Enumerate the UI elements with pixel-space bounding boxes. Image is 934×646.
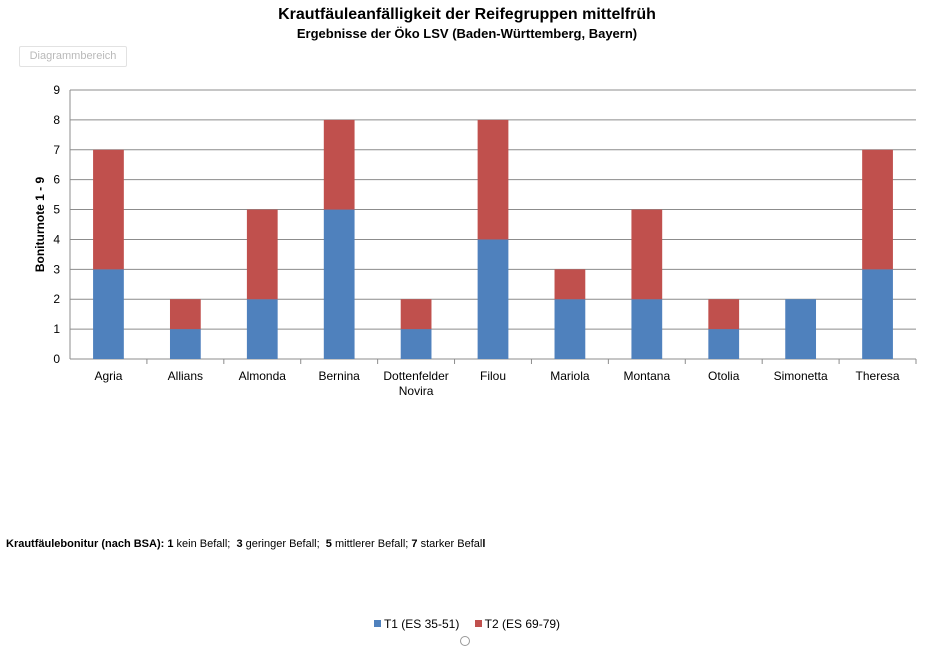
y-tick-label: 0 (53, 352, 60, 366)
chart-subtitle: Ergebnisse der Öko LSV (Baden-Württember… (0, 26, 934, 41)
x-tick-label: Allians (168, 369, 203, 383)
legend-item-t2[interactable]: T2 (ES 69-79) (474, 616, 561, 631)
rating-note-text: starker Befal (420, 538, 483, 550)
bar-segment-t1 (554, 299, 586, 359)
x-tick-label: Dottenfelder (383, 369, 448, 383)
chart-area-label[interactable]: Diagrammbereich (19, 46, 127, 67)
x-tick-label: Montana (623, 369, 670, 383)
bar-segment-t2 (862, 149, 893, 270)
chart-legend: T1 (ES 35-51) T2 (ES 69-79) (0, 616, 934, 631)
y-tick-label: 9 (53, 83, 60, 97)
rating-note-text: geringer Befall; (245, 538, 320, 550)
legend-label-t2: T2 (ES 69-79) (484, 616, 561, 631)
bar-segment-t2 (169, 299, 201, 330)
rating-note-tail: l (482, 538, 486, 550)
y-tick-label: 7 (53, 143, 60, 157)
bar-segment-t1 (477, 239, 509, 359)
bar-chart: 0 1 2 3 4 5 6 7 8 9 Boniturnote 1 - 9 Agria Allians A… (33, 83, 917, 398)
legend-swatch-t2 (474, 620, 482, 627)
bar-segment-t2 (554, 269, 586, 300)
rating-note-text: mittlerer Befall; (334, 538, 409, 550)
bar-segment-t2 (400, 299, 432, 330)
x-tick-label: Simonetta (774, 369, 828, 383)
y-axis-title: Boniturnote 1 - 9 (33, 177, 47, 273)
bar-segment-t1 (400, 329, 432, 359)
bar-segment-t2 (708, 299, 740, 330)
rating-note-text: kein Befall; (176, 538, 231, 550)
bar-segment-t1 (323, 209, 355, 359)
y-tick-label: 6 (53, 173, 60, 187)
bar-segment-t1 (862, 269, 893, 359)
rating-note: Krautfäulebonitur (nach BSA): 1 kein Bef… (6, 538, 485, 550)
bar-segment-t2 (477, 119, 509, 240)
bar-segment-t1 (708, 329, 740, 359)
x-tick-label: Filou (480, 369, 506, 383)
bar-segment-t1 (785, 299, 817, 359)
y-tick-label: 8 (53, 113, 60, 127)
x-tick-label: Theresa (856, 369, 900, 383)
rating-note-num: 1 (167, 538, 174, 550)
x-tick-label: Otolia (708, 369, 740, 383)
legend-swatch-t1 (373, 620, 381, 627)
y-tick-label: 5 (53, 203, 60, 217)
y-tick-label: 4 (53, 232, 60, 246)
resize-handle[interactable] (460, 636, 470, 646)
y-tick-label: 1 (53, 322, 60, 336)
bar-segment-t1 (246, 299, 278, 359)
rating-note-lead: Krautfäulebonitur (nach BSA): (6, 538, 165, 550)
y-tick-label: 2 (53, 292, 60, 306)
bar-segment-t2 (246, 209, 278, 300)
x-tick-label: Agria (94, 369, 122, 383)
y-tick-label: 3 (53, 262, 60, 276)
chart-subtitle-text: Ergebnisse der Öko LSV (Baden-Württember… (296, 26, 638, 41)
bar-segment-t1 (169, 329, 201, 359)
x-tick-label: Mariola (550, 369, 590, 383)
legend-item-t1[interactable]: T1 (ES 35-51) (373, 616, 460, 631)
x-tick-label: Bernina (318, 369, 360, 383)
bar-segment-t1 (631, 299, 663, 359)
x-tick-label: Novira (399, 384, 434, 398)
bar-segment-t2 (323, 119, 355, 210)
legend-label-t1: T1 (ES 35-51) (383, 616, 460, 631)
rating-note-num: 7 (411, 538, 418, 550)
x-tick-label: Almonda (239, 369, 287, 383)
chart-title: Krautfäuleanfälligkeit der Reifegruppen … (278, 6, 656, 23)
bar-segment-t2 (631, 209, 663, 300)
bar-segment-t1 (93, 269, 124, 359)
rating-note-num: 3 (236, 538, 243, 550)
bar-segment-t2 (93, 149, 124, 270)
rating-note-num: 5 (325, 538, 332, 550)
